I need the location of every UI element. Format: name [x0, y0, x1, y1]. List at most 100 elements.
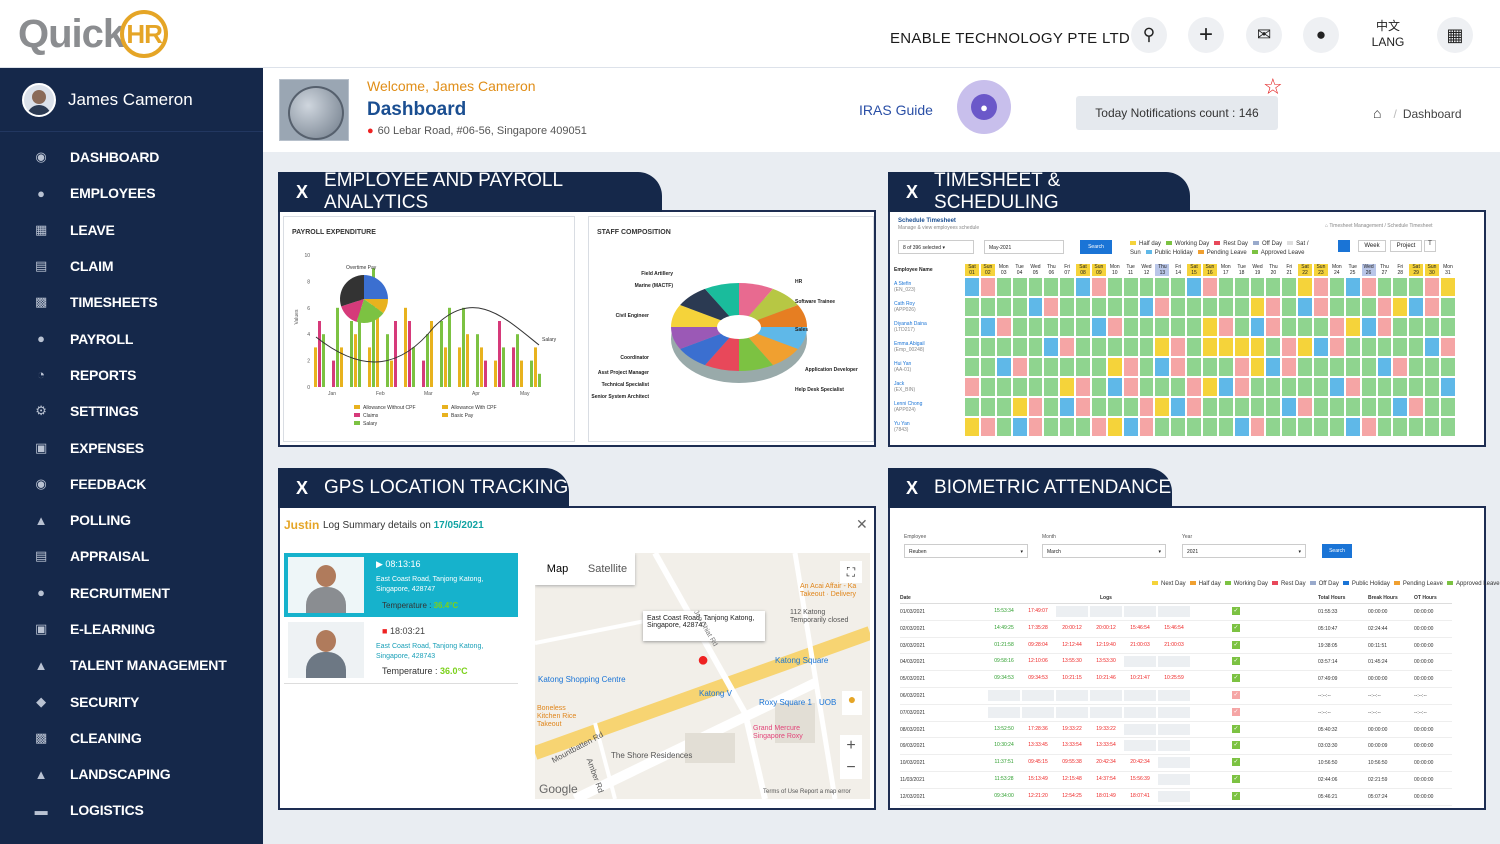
schedule-cell[interactable]: [980, 318, 995, 336]
schedule-cell[interactable]: [1313, 318, 1328, 336]
schedule-cell[interactable]: [1345, 278, 1360, 296]
biometric-tab[interactable]: X BIOMETRIC ATTENDANCE: [888, 468, 1172, 508]
schedule-cell[interactable]: [1361, 378, 1376, 396]
schedule-cell[interactable]: [965, 298, 979, 316]
export-icon[interactable]: [1338, 240, 1350, 252]
schedule-cell[interactable]: [1091, 358, 1106, 376]
schedule-cell[interactable]: [1155, 318, 1170, 336]
status-check-icon[interactable]: ✓: [1232, 707, 1240, 716]
schedule-cell[interactable]: [1044, 278, 1059, 296]
schedule-cell[interactable]: [1139, 278, 1154, 296]
schedule-cell[interactable]: [1266, 378, 1281, 396]
schedule-cell[interactable]: [1345, 378, 1360, 396]
schedule-cell[interactable]: [1377, 418, 1392, 436]
schedule-cell[interactable]: [1250, 398, 1265, 416]
status-check-icon[interactable]: ✓: [1232, 623, 1240, 632]
schedule-cell[interactable]: [1202, 398, 1217, 416]
iras-guide-link[interactable]: IRAS Guide: [859, 102, 933, 118]
sidebar-item-dashboard[interactable]: ◉ DASHBOARD: [0, 139, 263, 175]
schedule-cell[interactable]: [1377, 378, 1392, 396]
schedule-cell[interactable]: [1155, 358, 1170, 376]
schedule-cell[interactable]: [1361, 278, 1376, 296]
schedule-cell[interactable]: [1409, 398, 1424, 416]
sidebar-item-settings[interactable]: ⚙ SETTINGS: [0, 393, 263, 429]
schedule-cell[interactable]: [1139, 378, 1154, 396]
schedule-cell[interactable]: [1060, 378, 1075, 396]
schedule-cell[interactable]: [1425, 398, 1439, 416]
schedule-cell[interactable]: [1440, 338, 1455, 356]
schedule-cell[interactable]: [1329, 318, 1344, 336]
user-profile[interactable]: James Cameron: [0, 68, 263, 132]
schedule-cell[interactable]: [1171, 358, 1186, 376]
employee-cell[interactable]: Yu Yan (7843): [894, 418, 963, 436]
schedule-cell[interactable]: [1171, 378, 1186, 396]
schedule-cell[interactable]: [1012, 338, 1027, 356]
schedule-cell[interactable]: [1171, 318, 1186, 336]
status-check-icon[interactable]: ✓: [1232, 724, 1240, 733]
schedule-cell[interactable]: [1393, 298, 1408, 316]
schedule-cell[interactable]: [965, 398, 979, 416]
schedule-cell[interactable]: [1123, 398, 1138, 416]
schedule-cell[interactable]: [1250, 358, 1265, 376]
schedule-cell[interactable]: [1377, 358, 1392, 376]
schedule-cell[interactable]: [1282, 398, 1297, 416]
schedule-cell[interactable]: [1425, 318, 1439, 336]
schedule-cell[interactable]: [1202, 298, 1217, 316]
schedule-cell[interactable]: [1298, 418, 1312, 436]
schedule-cell[interactable]: [1409, 278, 1424, 296]
fullscreen-icon[interactable]: ⛶: [840, 561, 862, 583]
sidebar-item-expenses[interactable]: ▣ EXPENSES: [0, 429, 263, 465]
schedule-cell[interactable]: [1440, 398, 1455, 416]
schedule-cell[interactable]: [1028, 318, 1043, 336]
schedule-cell[interactable]: [1139, 338, 1154, 356]
status-check-icon[interactable]: ✓: [1232, 657, 1240, 666]
schedule-cell[interactable]: [1298, 278, 1312, 296]
schedule-cell[interactable]: [1234, 418, 1249, 436]
schedule-cell[interactable]: [1361, 338, 1376, 356]
schedule-cell[interactable]: [1060, 418, 1075, 436]
schedule-cell[interactable]: [1218, 418, 1233, 436]
schedule-cell[interactable]: [1282, 378, 1297, 396]
schedule-cell[interactable]: [1282, 358, 1297, 376]
schedule-cell[interactable]: [1266, 418, 1281, 436]
gps-entry[interactable]: ■ 18:03:21 East Coast Road, Tanjong Kato…: [284, 620, 518, 684]
schedule-cell[interactable]: [1155, 338, 1170, 356]
schedule-cell[interactable]: [1028, 358, 1043, 376]
schedule-cell[interactable]: [980, 398, 995, 416]
schedule-cell[interactable]: [1361, 298, 1376, 316]
schedule-cell[interactable]: [1329, 398, 1344, 416]
notification-bell-button[interactable]: ●: [957, 80, 1011, 134]
sidebar-item-polling[interactable]: ▲ POLLING: [0, 502, 263, 538]
schedule-cell[interactable]: [1123, 358, 1138, 376]
map-view[interactable]: Map Satellite ⛶ East Coast Road, Tanjong…: [535, 553, 870, 799]
schedule-cell[interactable]: [1218, 338, 1233, 356]
schedule-cell[interactable]: [1440, 378, 1455, 396]
schedule-cell[interactable]: [1329, 338, 1344, 356]
schedule-cell[interactable]: [980, 418, 995, 436]
schedule-cell[interactable]: [1187, 358, 1201, 376]
week-toggle[interactable]: Week: [1358, 240, 1386, 252]
schedule-cell[interactable]: [965, 418, 979, 436]
schedule-cell[interactable]: [1012, 418, 1027, 436]
schedule-cell[interactable]: [980, 358, 995, 376]
search-icon[interactable]: ⚲: [1131, 17, 1167, 53]
schedule-cell[interactable]: [1091, 338, 1106, 356]
schedule-cell[interactable]: [1234, 338, 1249, 356]
schedule-cell[interactable]: [1393, 358, 1408, 376]
schedule-cell[interactable]: [1044, 318, 1059, 336]
employee-cell[interactable]: Emma Abigail (Emp_00248): [894, 338, 963, 356]
schedule-cell[interactable]: [1028, 338, 1043, 356]
schedule-cell[interactable]: [1266, 318, 1281, 336]
sidebar-item-cleaning[interactable]: ▩ CLEANING: [0, 720, 263, 756]
schedule-cell[interactable]: [1060, 318, 1075, 336]
zoom-in-icon[interactable]: +: [846, 737, 856, 754]
schedule-cell[interactable]: [1329, 298, 1344, 316]
status-check-icon[interactable]: ✓: [1232, 741, 1240, 750]
schedule-cell[interactable]: [1155, 398, 1170, 416]
schedule-cell[interactable]: [1234, 298, 1249, 316]
schedule-cell[interactable]: [1345, 318, 1360, 336]
schedule-cell[interactable]: [1171, 298, 1186, 316]
schedule-cell[interactable]: [1425, 358, 1439, 376]
employee-cell[interactable]: Cath Roy (APP026): [894, 298, 963, 316]
schedule-cell[interactable]: [996, 378, 1011, 396]
